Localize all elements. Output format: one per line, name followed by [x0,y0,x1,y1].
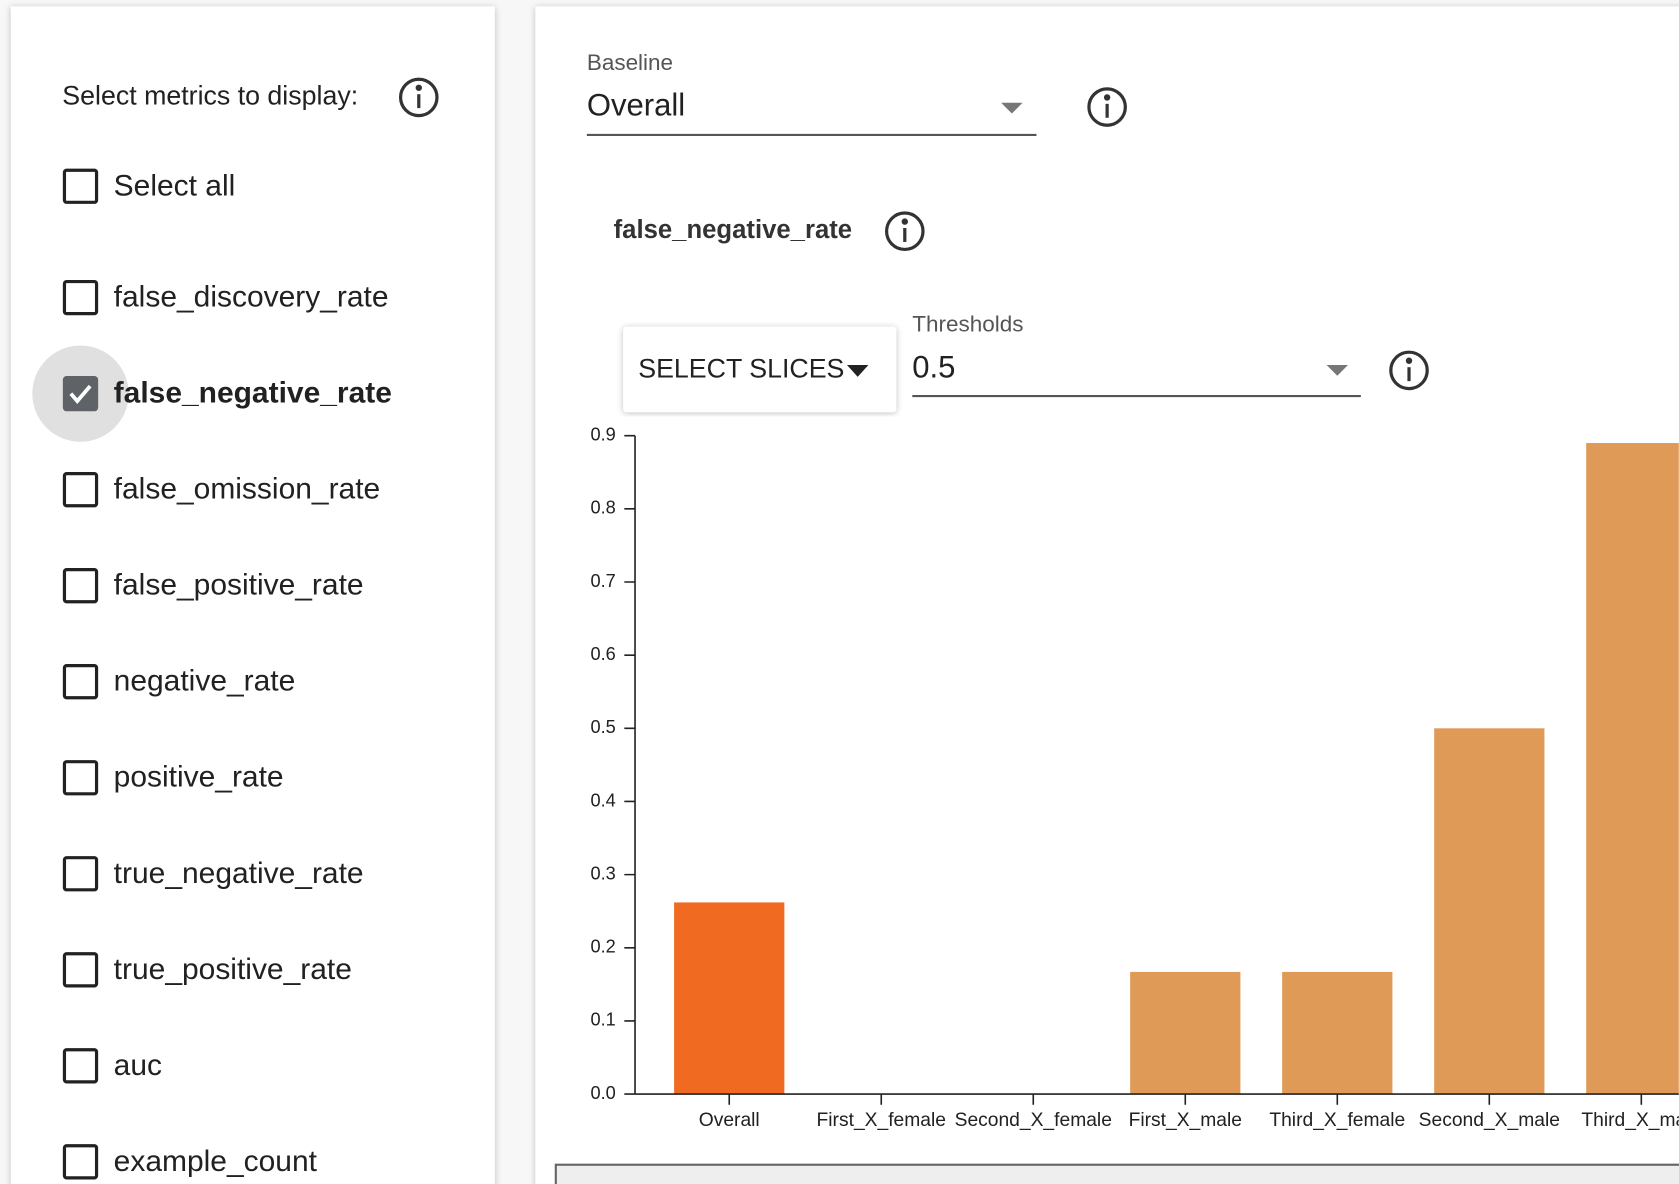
y-tick-label: 0.2 [590,937,615,957]
select-slices-button[interactable] [623,326,897,413]
metric-title: false_negative_rate [614,216,852,244]
baseline-value[interactable]: Overall [587,87,685,122]
checkbox-label[interactable]: true_negative_rate [114,857,364,890]
checkbox[interactable] [62,568,99,604]
info-icon[interactable] [884,211,925,252]
bar[interactable] [674,902,785,1095]
x-tick-label: Second_X_male [1419,1110,1560,1131]
dropdown-arrow[interactable] [1326,365,1348,376]
thresholds-value[interactable]: 0.5 [912,350,955,385]
x-tick-label: First_X_female [817,1110,946,1131]
checkbox[interactable] [62,168,99,204]
checkbox[interactable] [62,760,99,796]
sidebar-title: Select metrics to display: [62,80,358,110]
x-tick-label: Second_X_female [955,1110,1112,1131]
bar[interactable] [1282,971,1393,1095]
checkbox-label[interactable]: false_negative_rate [114,377,392,410]
y-tick-label: 0.3 [590,863,615,883]
dropdown-arrow[interactable] [846,365,869,377]
checkbox[interactable] [62,375,99,412]
checkbox-label[interactable]: true_positive_rate [114,953,352,986]
y-tick-label: 0.8 [590,498,615,518]
dropdown-arrow[interactable] [1001,102,1023,114]
bar[interactable] [1130,971,1241,1095]
checkbox-label[interactable]: negative_rate [114,665,296,698]
checkbox[interactable] [62,664,99,700]
y-tick-label: 0.0 [590,1083,615,1103]
checkmark [69,384,92,405]
checkbox[interactable] [62,1144,99,1180]
bar[interactable] [1586,443,1679,1095]
bar[interactable] [1434,728,1545,1095]
checkbox-label[interactable]: false_omission_rate [114,473,381,506]
checkbox-label[interactable]: Select all [114,169,236,202]
checkbox[interactable] [62,279,99,316]
chart: 0.0 0.1 0.2 0.3 0.4 0.5 0.6 0.7 0.8 0.9 Overall Fir… [590,425,1679,1131]
x-tick-label: Third_X_female [1269,1110,1405,1131]
checkbox[interactable] [62,856,99,892]
x-tick-label: Overall [699,1110,760,1131]
thresholds-label: Thresholds [912,311,1023,336]
checkbox-label[interactable]: example_count [114,1145,318,1178]
y-tick-label: 0.7 [590,571,615,591]
select-slices-label[interactable]: SELECT SLICES [638,353,844,383]
checkbox[interactable] [62,1048,99,1084]
info-icon[interactable] [1087,87,1127,127]
info-icon[interactable] [398,77,439,118]
y-tick-label: 0.4 [590,790,615,810]
info-icon[interactable] [1389,350,1429,391]
baseline-label: Baseline [587,50,673,75]
checkbox-label[interactable]: positive_rate [114,761,284,794]
checkbox[interactable] [62,471,99,508]
x-tick-label: First_X_male [1129,1110,1242,1131]
checkbox-label[interactable]: false_discovery_rate [114,281,389,314]
y-tick-label: 0.9 [590,425,615,445]
checkbox-label[interactable]: false_positive_rate [114,569,364,602]
y-tick-label: 0.6 [590,644,615,664]
x-tick-label: Third_X_male [1581,1110,1679,1131]
checkbox-label[interactable]: auc [114,1049,162,1082]
checkbox[interactable] [62,952,99,988]
y-tick-label: 0.1 [590,1010,615,1030]
y-tick-label: 0.5 [590,717,615,737]
bottom-panel [554,1163,1679,1184]
